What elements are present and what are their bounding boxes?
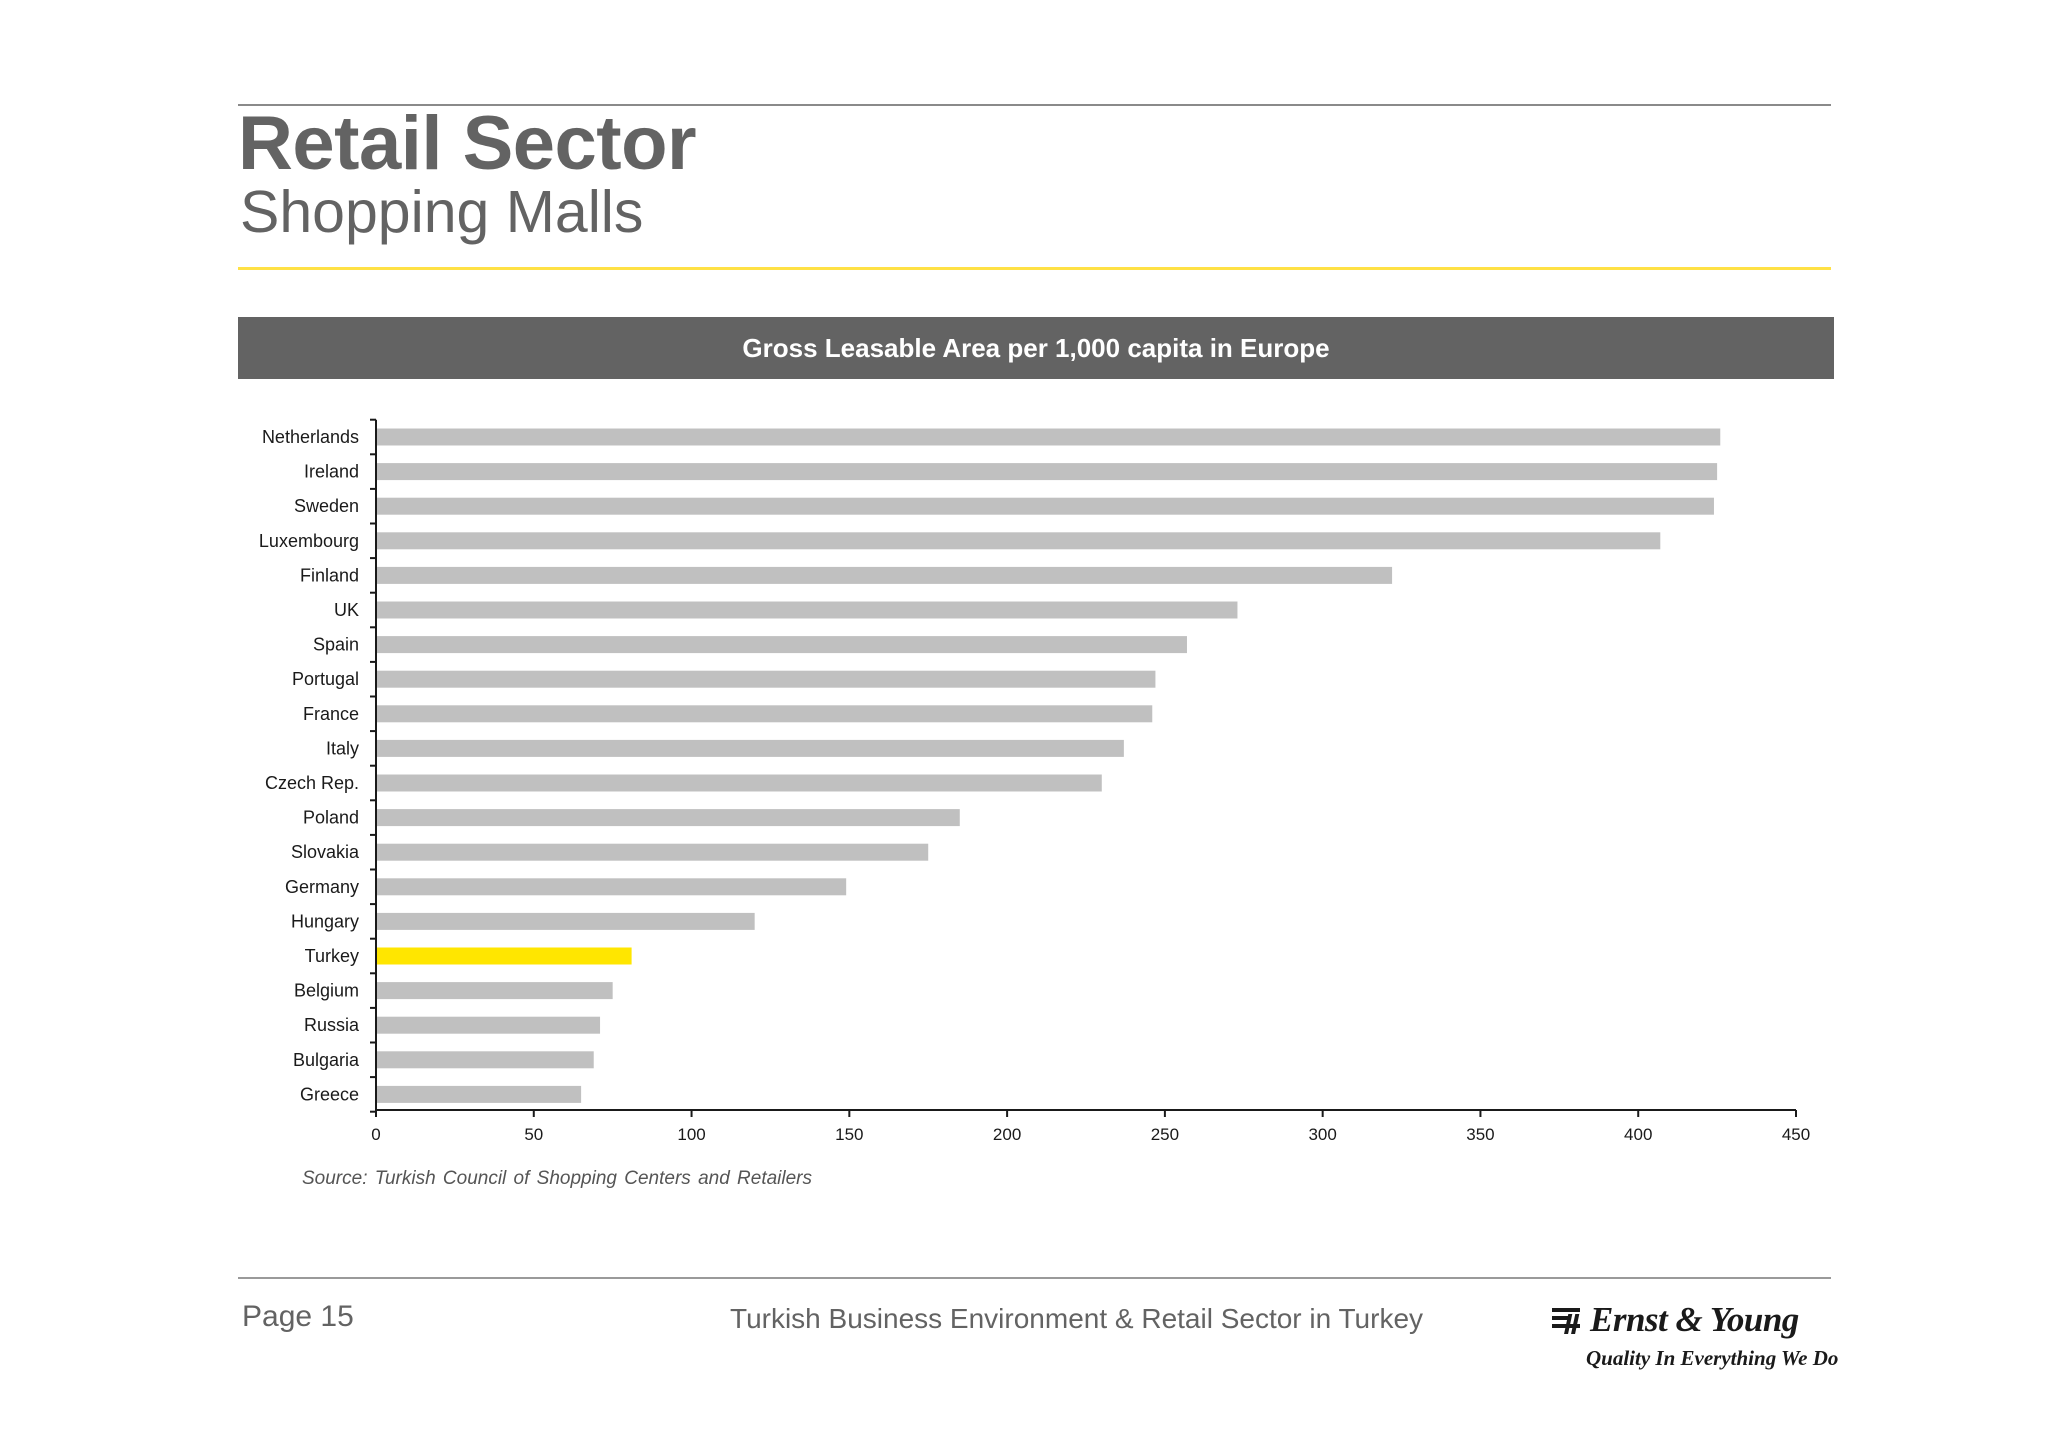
- bar: [376, 809, 960, 827]
- x-tick-label: 0: [371, 1125, 380, 1144]
- category-label: Italy: [326, 738, 359, 758]
- bar: [376, 705, 1153, 723]
- header-accent-rule: [238, 267, 1831, 270]
- bar: [376, 878, 847, 896]
- category-label: Finland: [300, 565, 359, 585]
- logo-name: Ernst & Young: [1590, 1300, 1799, 1339]
- category-label: Czech Rep.: [265, 773, 359, 793]
- category-label: Belgium: [294, 981, 359, 1001]
- header-top-rule: [238, 104, 1831, 106]
- page-number: Page 15: [242, 1300, 354, 1333]
- category-label: Slovakia: [291, 842, 360, 862]
- bar: [376, 912, 755, 930]
- bar: [376, 739, 1124, 757]
- category-label: Sweden: [294, 496, 359, 516]
- bar: [376, 670, 1156, 688]
- category-label: Bulgaria: [293, 1050, 360, 1070]
- x-tick-label: 300: [1308, 1125, 1336, 1144]
- source-note: Source: Turkish Council of Shopping Cent…: [302, 1168, 813, 1189]
- x-tick-label: 200: [993, 1125, 1021, 1144]
- category-label: Portugal: [292, 669, 359, 689]
- x-tick-label: 350: [1466, 1125, 1494, 1144]
- bar: [376, 566, 1393, 584]
- bar: [376, 947, 632, 965]
- category-label: France: [303, 704, 359, 724]
- bar: [376, 428, 1721, 446]
- category-label: Ireland: [304, 462, 359, 482]
- category-label: Turkey: [305, 946, 359, 966]
- bar: [376, 1016, 601, 1034]
- bar: [376, 774, 1102, 792]
- bar: [376, 601, 1238, 619]
- chart-title: Gross Leasable Area per 1,000 capita in …: [742, 332, 1330, 363]
- bar: [376, 1051, 594, 1069]
- x-tick-label: 400: [1624, 1125, 1652, 1144]
- category-label: Greece: [300, 1084, 359, 1104]
- bar: [376, 532, 1661, 550]
- category-label: Netherlands: [262, 427, 359, 447]
- bar: [376, 463, 1718, 481]
- x-tick-label: 450: [1782, 1125, 1810, 1144]
- category-label: UK: [334, 600, 359, 620]
- bar: [376, 497, 1714, 515]
- bar: [376, 843, 929, 861]
- category-label: Spain: [313, 635, 359, 655]
- logo-mark-icon: [1552, 1308, 1580, 1334]
- category-label: Russia: [304, 1015, 360, 1035]
- category-label: Germany: [285, 877, 359, 897]
- bar: [376, 982, 613, 1000]
- category-label: Luxembourg: [259, 531, 359, 551]
- page-title: Retail Sector: [238, 101, 697, 186]
- footer-title: Turkish Business Environment & Retail Se…: [730, 1303, 1424, 1334]
- category-label: Hungary: [291, 911, 359, 931]
- chart-title-banner: Gross Leasable Area per 1,000 capita in …: [238, 317, 1834, 379]
- category-label: Poland: [303, 808, 359, 828]
- page-subtitle: Shopping Malls: [240, 179, 644, 245]
- footer-rule: [238, 1277, 1831, 1279]
- ernst-young-logo: Ernst & Young Quality In Everything We D…: [1550, 1300, 1840, 1375]
- bar: [376, 636, 1187, 654]
- x-tick-label: 250: [1151, 1125, 1179, 1144]
- logo-tagline: Quality In Everything We Do: [1586, 1346, 1839, 1370]
- x-tick-label: 150: [835, 1125, 863, 1144]
- x-tick-label: 50: [524, 1125, 543, 1144]
- bar: [376, 1085, 582, 1103]
- x-tick-label: 100: [677, 1125, 705, 1144]
